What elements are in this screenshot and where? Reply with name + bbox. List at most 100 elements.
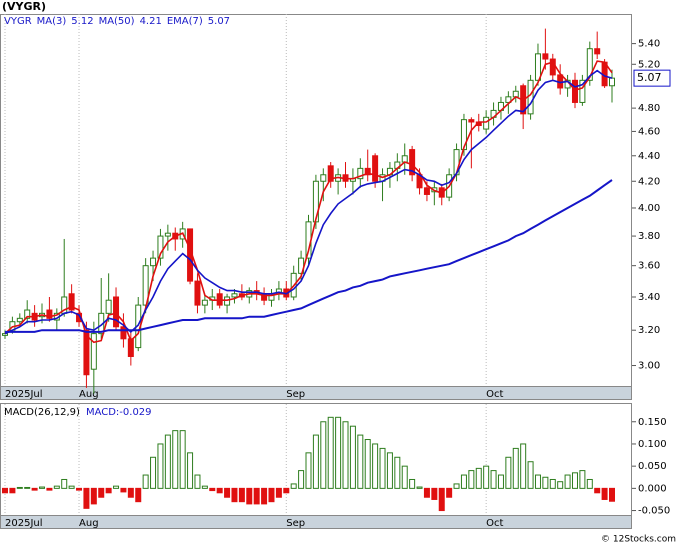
macd-bar (157, 443, 164, 489)
y-tick-label: 3.40 (638, 292, 660, 303)
macd-bar (90, 487, 97, 505)
candle-body (68, 293, 75, 311)
macd-bar (16, 486, 23, 489)
candle-body (505, 96, 512, 103)
macd-bar (120, 487, 127, 493)
candle-body (16, 317, 23, 323)
macd-bar (150, 456, 157, 489)
candle-body (423, 187, 430, 195)
legend-label: MA(3) (37, 16, 67, 27)
macd-bar (105, 487, 112, 494)
macd-bar (534, 474, 541, 489)
candle-body (201, 299, 208, 306)
macd-bar (231, 487, 238, 503)
legend-label: EMA(7) (167, 16, 203, 27)
macd-bar (253, 487, 260, 505)
macd-bar (224, 487, 231, 498)
y-tick-label: 4.20 (638, 176, 660, 187)
macd-bar (76, 487, 83, 491)
macd-bar (216, 487, 223, 494)
last-price-box (633, 69, 671, 87)
last-price-label: 5.07 (637, 71, 662, 84)
macd-bar (31, 487, 38, 491)
candle-body (157, 235, 164, 259)
macd-bar (594, 487, 601, 494)
macd-bar (164, 434, 171, 489)
y-tick-label: 0.000 (638, 483, 667, 494)
macd-bar (68, 485, 75, 489)
y-tick-label: 0.050 (638, 461, 667, 472)
macd-bar (187, 452, 194, 489)
candle-body (534, 53, 541, 81)
macd-bar (468, 470, 475, 489)
candle-body (194, 280, 201, 306)
macd-bar (24, 486, 31, 489)
macd-bar (527, 461, 534, 489)
legend-label: MA(50) (99, 16, 135, 27)
macd-bar (179, 430, 186, 489)
y-tick-label: 4.60 (638, 126, 660, 137)
macd-bar (113, 485, 120, 489)
legend-value: 5.12 (71, 16, 93, 27)
y-tick-label: 3.80 (638, 231, 660, 242)
macd-bar (609, 487, 615, 502)
macd-bar (601, 487, 608, 500)
x-tick-label: Sep (286, 389, 305, 400)
candle-body (571, 79, 578, 103)
macd-bar (305, 452, 312, 489)
legend-ticker: VYGR (4, 16, 32, 27)
macd-bar (61, 478, 68, 489)
macd-bar (475, 467, 482, 489)
legend-value: 5.07 (208, 16, 230, 27)
candle-body (150, 257, 157, 267)
macd-bar (564, 474, 571, 489)
candle-body (105, 299, 112, 314)
indicator-line (4, 69, 613, 335)
y-tick-label: 0.100 (638, 439, 667, 450)
macd-bar (579, 470, 586, 489)
candle-body (224, 296, 231, 306)
candle-body (409, 149, 416, 176)
macd-bar (505, 456, 512, 489)
candle-body (468, 119, 475, 123)
macd-bar (349, 425, 356, 489)
candle-body (90, 333, 97, 370)
y-tick-label: 3.20 (638, 325, 660, 336)
macd-bar (379, 447, 386, 489)
candle-body (327, 165, 334, 182)
x-tick-label: 2025Jul (5, 389, 43, 400)
macd-bar (46, 487, 53, 491)
y-tick-label: 4.00 (638, 203, 660, 214)
y-tick-label: 4.40 (638, 151, 660, 162)
indicator-line (4, 60, 613, 344)
candle-body (357, 167, 364, 180)
y-tick-label: 3.00 (638, 361, 660, 372)
candle-body (2, 333, 8, 336)
candle-body (542, 53, 549, 60)
macd-bar (542, 476, 549, 489)
candle-body (46, 309, 53, 319)
macd-bar (372, 443, 379, 489)
x-tick-label: Aug (79, 518, 99, 529)
candle-body (579, 79, 586, 103)
macd-bar (261, 487, 268, 505)
macd-bar (209, 487, 216, 492)
macd-bar (401, 465, 408, 489)
y-tick-label: 5.20 (638, 59, 660, 70)
macd-bar (172, 430, 179, 489)
candle-body (527, 79, 534, 115)
macd-bar (327, 416, 334, 489)
macd-bar (194, 474, 201, 489)
macd-bar (127, 487, 134, 498)
macd-bar (135, 487, 142, 503)
macd-bar (416, 486, 423, 489)
macd-bar (512, 447, 519, 489)
candle-body (401, 155, 408, 163)
macd-bar (39, 486, 46, 489)
x-tick-label: Aug (79, 389, 99, 400)
macd-bar (238, 487, 245, 503)
macd-bar (53, 485, 60, 489)
candle-body (609, 77, 615, 87)
macd-bar (549, 478, 556, 489)
